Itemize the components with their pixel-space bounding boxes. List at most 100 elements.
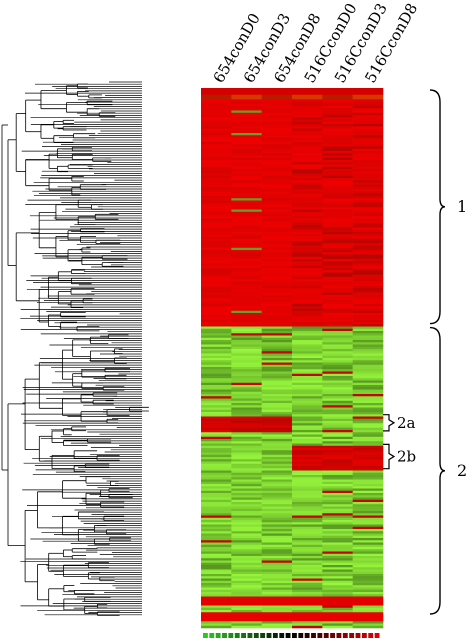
heatmap-cell [201, 506, 232, 510]
heatmap-cell [261, 621, 293, 624]
heatmap-cell [292, 245, 323, 249]
heatmap-cell [352, 463, 384, 467]
heatmap-cell [352, 542, 384, 546]
heatmap-cell [201, 396, 232, 399]
color-scale-swatch [247, 633, 253, 638]
heatmap-cell [292, 243, 323, 246]
heatmap-cell [261, 612, 293, 615]
heatmap-cell [261, 254, 293, 258]
heatmap-cell [292, 128, 323, 132]
heatmap-cell [322, 355, 353, 359]
heatmap-cell [322, 560, 353, 564]
heatmap-cell [292, 376, 323, 379]
heatmap-cell [231, 625, 262, 629]
heatmap-cell [261, 103, 293, 107]
heatmap-cell [322, 389, 353, 393]
heatmap-cell [231, 272, 262, 276]
heatmap-cell [231, 614, 262, 618]
heatmap-cell [352, 277, 384, 280]
heatmap-cell [322, 585, 353, 588]
heatmap-cell [352, 391, 384, 395]
heatmap-cell [231, 362, 262, 366]
heatmap-cell [292, 184, 323, 188]
heatmap-cell [352, 378, 384, 381]
heatmap-cell [292, 268, 323, 271]
heatmap-cell [292, 193, 323, 197]
color-scale-swatch [266, 633, 272, 638]
heatmap-cell [231, 236, 262, 240]
heatmap-cell [201, 587, 232, 591]
heatmap-cell [231, 184, 262, 188]
heatmap-cell [261, 295, 293, 298]
heatmap-cell [322, 110, 353, 114]
heatmap-cell [261, 576, 293, 579]
heatmap-cell [261, 436, 293, 440]
heatmap-cell [231, 423, 262, 426]
heatmap-cell [231, 425, 262, 429]
heatmap-cell [231, 90, 262, 93]
heatmap-cell [352, 515, 384, 519]
heatmap-cell [231, 317, 262, 321]
heatmap-cell [261, 598, 293, 602]
heatmap-cell [201, 333, 232, 336]
heatmap-cell [352, 454, 384, 458]
heatmap-cell [322, 481, 353, 485]
heatmap-cell [201, 205, 232, 208]
heatmap-cell [201, 515, 232, 519]
heatmap-cell [322, 488, 353, 492]
heatmap-cell [231, 589, 262, 593]
heatmap-cell [322, 349, 353, 352]
heatmap-cell [231, 610, 262, 613]
heatmap-cell [201, 184, 232, 188]
heatmap-cell [231, 520, 262, 523]
heatmap-cell [261, 225, 293, 228]
heatmap-cell [231, 367, 262, 370]
heatmap-cell [261, 97, 293, 100]
heatmap-cell [231, 232, 262, 235]
heatmap-cell [292, 371, 323, 375]
heatmap-cell [352, 389, 384, 393]
heatmap-cell [261, 281, 293, 285]
heatmap-cell [352, 567, 384, 570]
heatmap-cell [261, 164, 293, 168]
heatmap-cell [261, 380, 293, 384]
heatmap-cell [322, 603, 353, 606]
heatmap-cell [292, 549, 323, 552]
heatmap-cell [261, 130, 293, 134]
heatmap-cell [352, 344, 384, 348]
heatmap-cell [231, 340, 262, 343]
heatmap-cell [292, 623, 323, 627]
heatmap-cell [292, 425, 323, 429]
heatmap-cell [322, 425, 353, 429]
heatmap-cell [201, 495, 232, 498]
heatmap-cell [261, 250, 293, 253]
heatmap-cell [292, 445, 323, 449]
heatmap-cell [352, 322, 384, 325]
heatmap-cell [201, 272, 232, 276]
heatmap-cell [352, 398, 384, 402]
heatmap-cell [352, 583, 384, 586]
heatmap-cell [292, 299, 323, 303]
heatmap-cell [322, 344, 353, 348]
heatmap-cell [352, 565, 384, 568]
heatmap-cell [261, 439, 293, 442]
heatmap-cell [352, 283, 384, 287]
heatmap-cell [201, 218, 232, 222]
heatmap-cell [261, 403, 293, 406]
heatmap-cell [261, 245, 293, 249]
heatmap-cell [201, 376, 232, 379]
heatmap-cell [201, 286, 232, 289]
heatmap-cell [292, 544, 323, 548]
heatmap-cell [292, 603, 323, 606]
heatmap-cell [352, 612, 384, 615]
heatmap-cell [261, 171, 293, 174]
heatmap-cell [352, 585, 384, 588]
heatmap-cell [201, 502, 232, 505]
heatmap-cell [231, 263, 262, 267]
heatmap-cell [261, 288, 293, 291]
heatmap-cell [352, 142, 384, 145]
heatmap-cell [201, 324, 232, 327]
heatmap-cell [292, 317, 323, 321]
heatmap-cell [261, 220, 293, 224]
heatmap-cell [231, 382, 262, 386]
